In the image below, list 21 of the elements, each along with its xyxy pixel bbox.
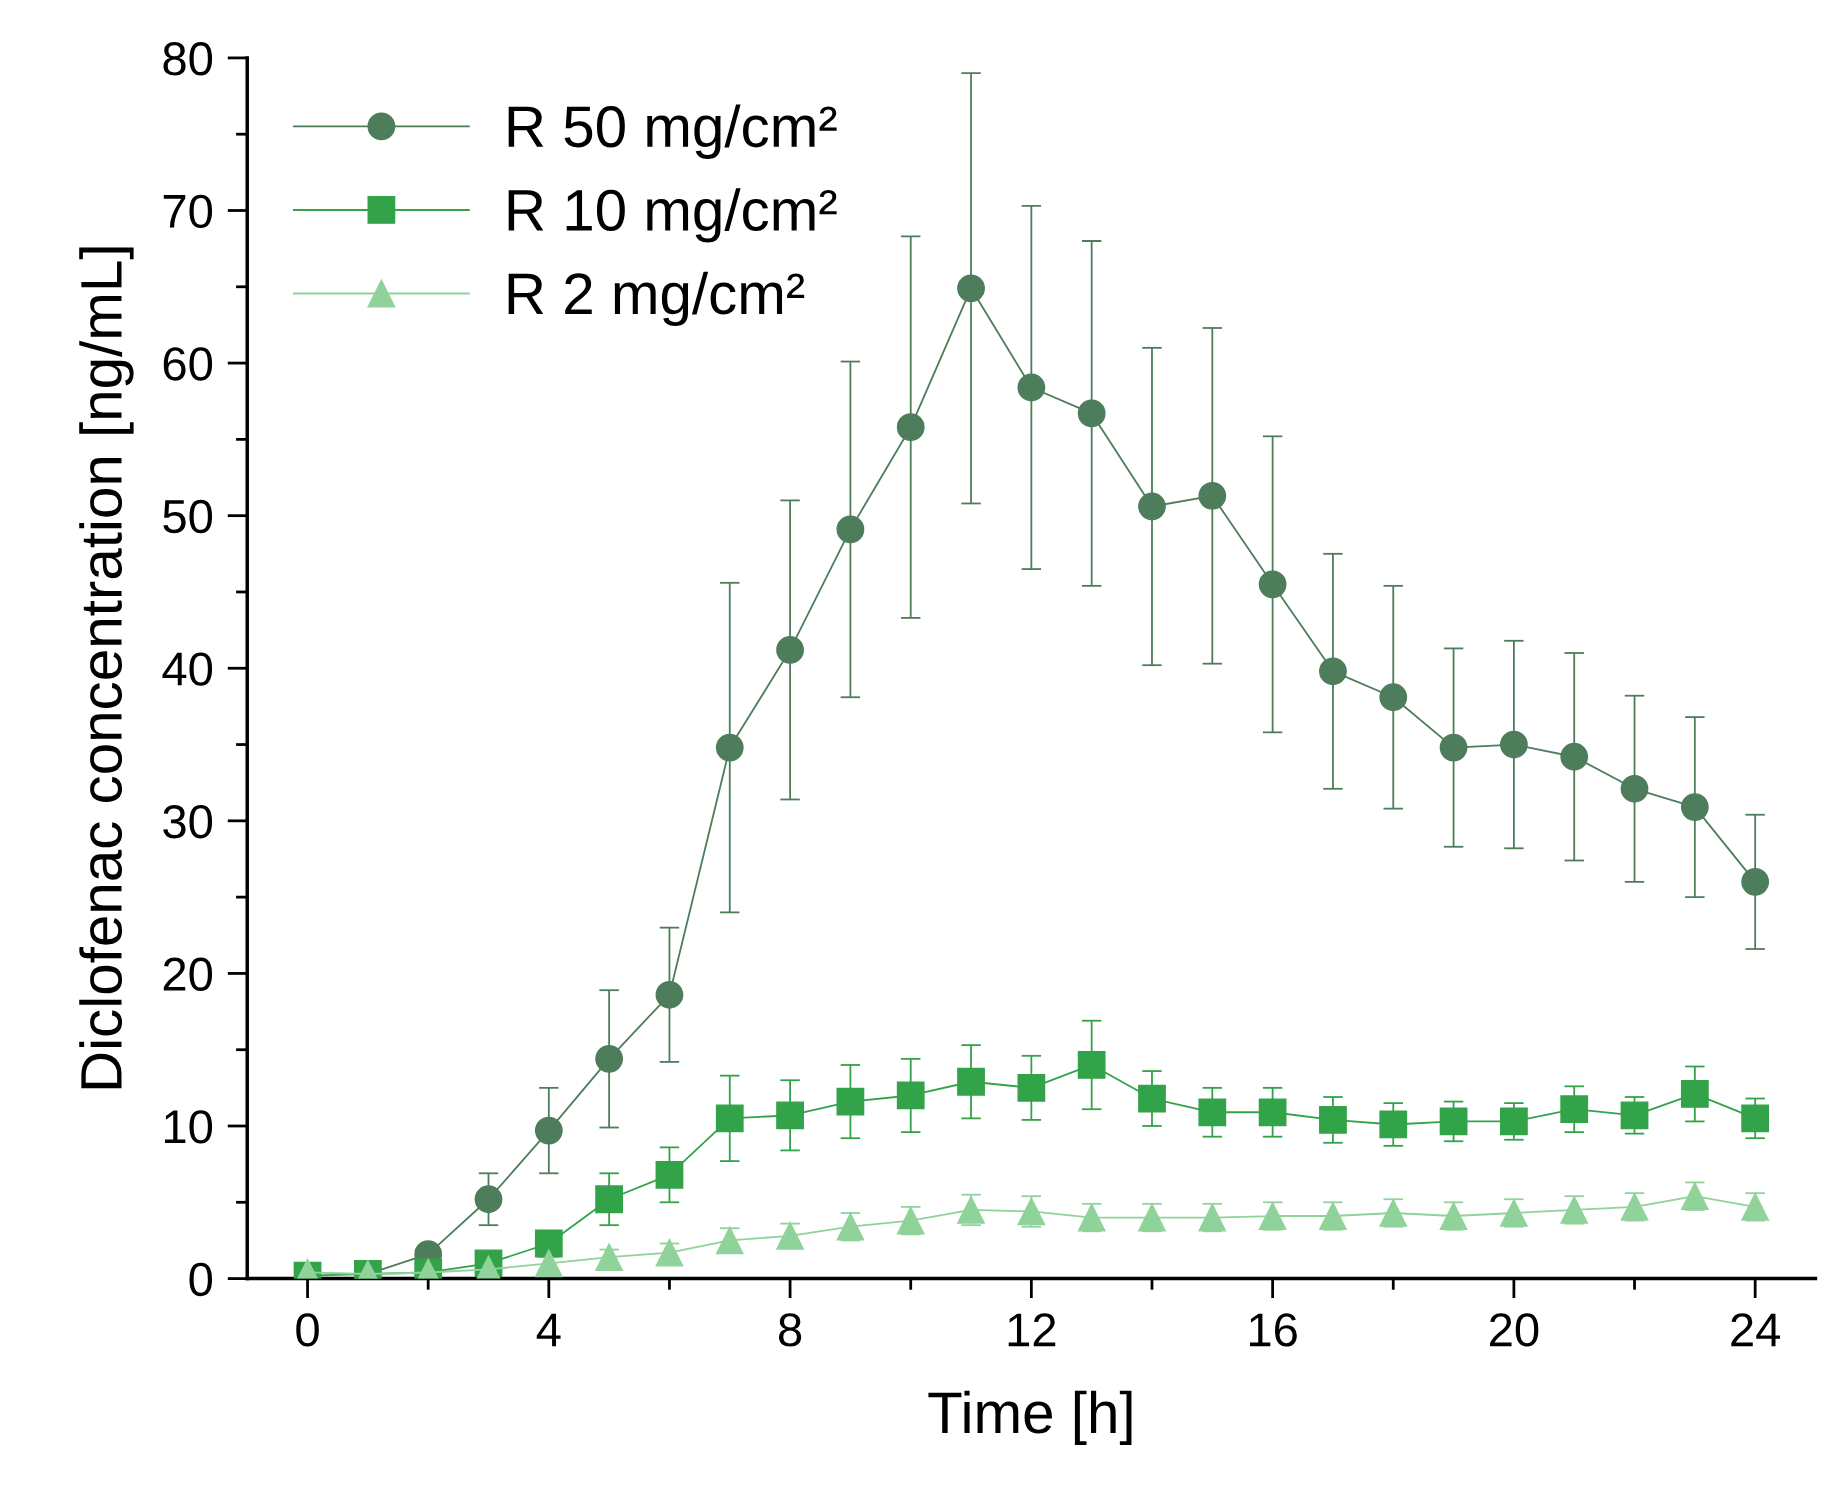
legend-label: R 2 mg/cm² <box>508 271 805 327</box>
legend-label: R 10 mg/cm² <box>508 188 837 243</box>
legend-label: R 50 mg/cm² <box>508 104 837 159</box>
y-tick-label: 10 <box>164 1110 213 1144</box>
y-tick-label: 40 <box>162 652 213 686</box>
y-tick-label: 60 <box>163 347 213 381</box>
x-tick-label: 0 <box>296 1313 319 1347</box>
y-tick-label: 0 <box>189 1262 213 1297</box>
x-tick-label: 4 <box>536 1313 561 1347</box>
x-tick-label: 8 <box>779 1313 802 1347</box>
x-tick-label: 16 <box>1249 1313 1297 1347</box>
y-tick-label: 20 <box>163 957 213 991</box>
y-tick-label: 50 <box>163 499 213 534</box>
y-axis-title: Diclofenac concentration [ng/mL] <box>79 247 134 1089</box>
y-tick-label: 70 <box>163 194 213 229</box>
x-tick-label: 20 <box>1490 1313 1539 1347</box>
x-axis-title: Time [h] <box>928 1390 1132 1446</box>
y-tick-label: 80 <box>163 42 213 76</box>
y-tick-label: 30 <box>163 804 213 839</box>
x-tick-label: 12 <box>1008 1313 1056 1347</box>
x-tick-label: 24 <box>1731 1313 1781 1347</box>
